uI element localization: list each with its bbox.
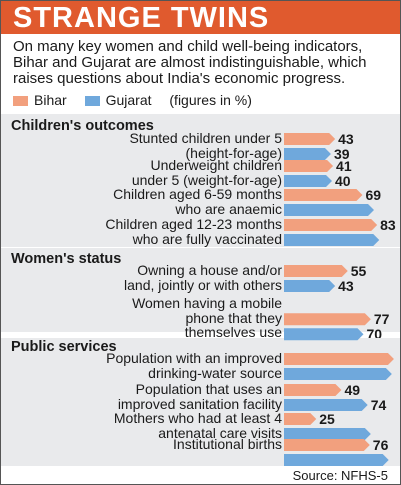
value-label-bihar: 25 — [319, 411, 335, 427]
value-label-gujarat: 77 — [340, 426, 357, 442]
indicator-label: Women having a mobile phone that they them… — [132, 296, 282, 340]
indicator-label: Owning a house and/or land, jointly or wi… — [124, 263, 282, 292]
indicator-label-line: drinking-water source — [148, 364, 282, 381]
indicator-label-line: Owning a house and/or — [137, 262, 282, 278]
indicator-label-line: antenatal care visits — [158, 424, 282, 441]
indicator-label-line: (height-for-age) — [185, 144, 283, 161]
value-label-gujarat: 74 — [370, 397, 387, 413]
indicator-label-line: Institutional births — [173, 436, 282, 452]
indicator-label-line: Children aged 6-59 months — [113, 186, 282, 202]
indicator-label: Children aged 6-59 months who are anaemic — [113, 187, 282, 216]
indicator-label: Stunted children under 5 (height-for-age) — [129, 131, 282, 160]
indicator-label-line: Population that uses an — [135, 381, 282, 397]
value-label-bihar: 69 — [365, 187, 382, 203]
legend-swatch-gujarat — [84, 96, 100, 107]
indicator-label: Underweight children under 5 (weight-for-… — [132, 158, 282, 187]
value-label-bihar: 76 — [372, 437, 389, 453]
value-label-gujarat: 85 — [349, 232, 365, 248]
indicator-label: Population that uses an improved sanitati… — [118, 382, 282, 411]
indicator-label-line: Underweight children — [150, 157, 282, 173]
indicator-label-line: who are fully vaccinated — [132, 230, 282, 247]
title-banner: STRANGE TWINS — [1, 1, 400, 34]
indicator-label-line: Children aged 12-23 months — [105, 216, 282, 232]
indicator-label: Population with an improved drinking-wate… — [106, 351, 282, 380]
indicator-label-line: who are anaemic — [175, 200, 282, 217]
legend-item-bihar: Bihar — [13, 92, 67, 108]
indicator-label-line: phone that they — [185, 309, 282, 326]
indicator-label-line: Population with an improved — [106, 350, 282, 366]
indicator-label-line: Mothers who had at least 4 — [113, 410, 282, 426]
section-title: Children's outcomes — [11, 118, 154, 134]
legend-item-gujarat: Gujarat — [84, 92, 152, 108]
indicator-label-line: Stunted children under 5 — [129, 130, 282, 146]
section-title: Public services — [11, 339, 117, 355]
indicator-label: Institutional births — [173, 437, 282, 452]
value-label-gujarat: 94 — [358, 452, 375, 468]
value-label-gujarat: 97 — [361, 366, 378, 382]
legend-note: (figures in %) — [169, 92, 252, 108]
value-label-gujarat: 70 — [366, 326, 383, 343]
value-label-gujarat: 80 — [344, 202, 360, 218]
chart-title: STRANGE TWINS — [13, 2, 270, 34]
indicator-label-line: Women having a mobile — [132, 295, 282, 311]
legend: Bihar Gujarat (figures in %) — [13, 92, 252, 108]
value-label-bihar: 99 — [363, 351, 380, 367]
legend-label-bihar: Bihar — [34, 92, 67, 108]
indicator-label-line: land, jointly or with others — [124, 276, 282, 293]
value-label-gujarat: 43 — [338, 278, 354, 294]
value-label-bihar: 83 — [380, 217, 396, 233]
value-label-gujarat: 39 — [333, 146, 350, 162]
value-label-bihar: 43 — [338, 131, 354, 147]
indicator-label-line: improved sanitation facility — [117, 395, 282, 412]
legend-swatch-bihar — [13, 96, 28, 107]
indicator-label: Mothers who had at least 4 antenatal care… — [114, 411, 282, 440]
value-label-bihar: 49 — [344, 382, 361, 398]
value-label-gujarat: 40 — [335, 173, 351, 189]
indicator-label: Children aged 12-23 months who are fully … — [105, 217, 282, 246]
value-label-bihar: 77 — [373, 311, 390, 328]
indicator-label-line: themselves use — [184, 324, 282, 340]
chart-subtitle: On many key women and child well-being i… — [13, 38, 367, 87]
section-title: Women's status — [11, 251, 122, 267]
value-label-bihar: 41 — [336, 158, 352, 174]
legend-label-gujarat: Gujarat — [105, 92, 152, 108]
source-note: Source: NFHS-5 — [292, 468, 388, 483]
indicator-label-line: under 5 (weight-for-age) — [131, 171, 282, 188]
value-label-bihar: 55 — [350, 263, 367, 279]
